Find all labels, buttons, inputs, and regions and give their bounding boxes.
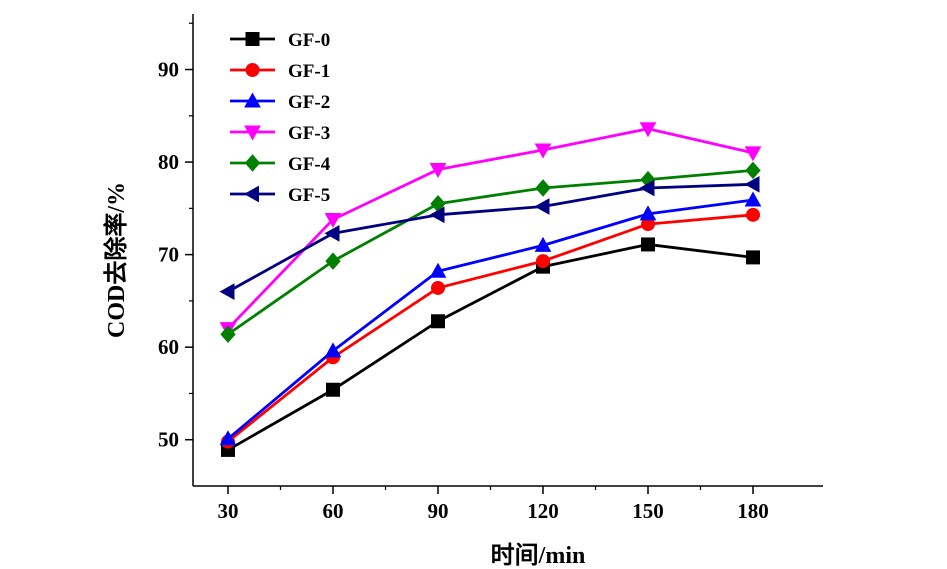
series-line: [227, 169, 754, 336]
x-tick-label: 150: [632, 499, 664, 523]
y-tick-label: 50: [158, 428, 179, 452]
legend-marker: [244, 92, 261, 108]
legend-label: GF-4: [288, 154, 331, 175]
legend-item: GF-0: [230, 30, 330, 51]
legend-item: GF-5: [230, 185, 330, 206]
x-axis: 30 60 90 120 150 180: [218, 486, 769, 523]
y-axis-title: COD去除率/%: [102, 182, 130, 338]
series-gf-0: [221, 237, 760, 457]
legend-marker: [245, 32, 260, 46]
data-point: [536, 254, 550, 269]
data-point: [534, 198, 550, 215]
data-point: [324, 342, 342, 358]
data-point: [431, 314, 445, 329]
data-point: [744, 146, 762, 162]
y-axis: 50 60 70 80 90: [158, 22, 193, 452]
series-gf-1: [221, 207, 760, 449]
legend-marker: [244, 125, 261, 141]
legend-label: GF-0: [288, 30, 330, 51]
legend-marker: [243, 185, 259, 203]
legend-item: GF-2: [230, 92, 330, 113]
data-point: [639, 179, 655, 197]
data-point: [429, 262, 447, 278]
data-point: [744, 191, 762, 207]
data-point: [219, 283, 235, 300]
legend: GF-0 GF-1 GF-2 GF-3 GF-4 GF-5: [230, 30, 331, 206]
data-point: [745, 161, 761, 180]
x-tick-label: 120: [527, 499, 559, 523]
legend-item: GF-3: [230, 123, 330, 144]
data-point: [746, 250, 760, 265]
x-tick-label: 60: [323, 499, 344, 523]
y-tick-label: 70: [158, 243, 179, 267]
data-point: [324, 212, 342, 228]
series-gf-4: [220, 161, 761, 343]
data-point: [534, 236, 552, 252]
legend-label: GF-1: [288, 61, 330, 82]
x-tick-label: 90: [428, 499, 449, 523]
legend-item: GF-1: [230, 61, 330, 82]
data-point: [326, 382, 340, 397]
legend-marker: [245, 63, 260, 77]
data-point: [746, 207, 760, 222]
legend-item: GF-4: [230, 154, 331, 175]
series-line: [227, 213, 754, 443]
data-point: [431, 280, 445, 295]
series-gf-3: [219, 122, 762, 338]
y-tick-label: 60: [158, 335, 179, 359]
data-point: [535, 179, 551, 197]
x-tick-label: 30: [218, 499, 239, 523]
plot-frame: [192, 14, 823, 487]
legend-label: GF-3: [288, 123, 330, 144]
series-gf-5: [219, 175, 760, 300]
data-point: [744, 175, 760, 193]
series-line: [227, 182, 754, 293]
data-point: [534, 143, 552, 159]
legend-label: GF-5: [288, 185, 330, 206]
series-line: [226, 127, 754, 330]
series-layer: [219, 122, 762, 457]
series-line: [227, 243, 754, 452]
x-axis-title: 时间/min: [491, 542, 586, 569]
data-point: [325, 252, 341, 270]
y-tick-label: 80: [158, 150, 179, 174]
data-point: [219, 430, 237, 446]
series-line: [227, 198, 754, 440]
y-tick-label: 90: [158, 58, 179, 82]
data-point: [639, 122, 657, 138]
series-gf-2: [219, 191, 762, 446]
data-point: [639, 205, 657, 221]
data-point: [220, 325, 236, 343]
data-point: [429, 206, 445, 224]
data-point: [324, 224, 340, 242]
data-point: [429, 162, 447, 179]
legend-label: GF-2: [288, 92, 330, 113]
legend-marker: [244, 154, 261, 172]
data-point: [641, 237, 655, 252]
x-tick-label: 180: [737, 499, 769, 523]
